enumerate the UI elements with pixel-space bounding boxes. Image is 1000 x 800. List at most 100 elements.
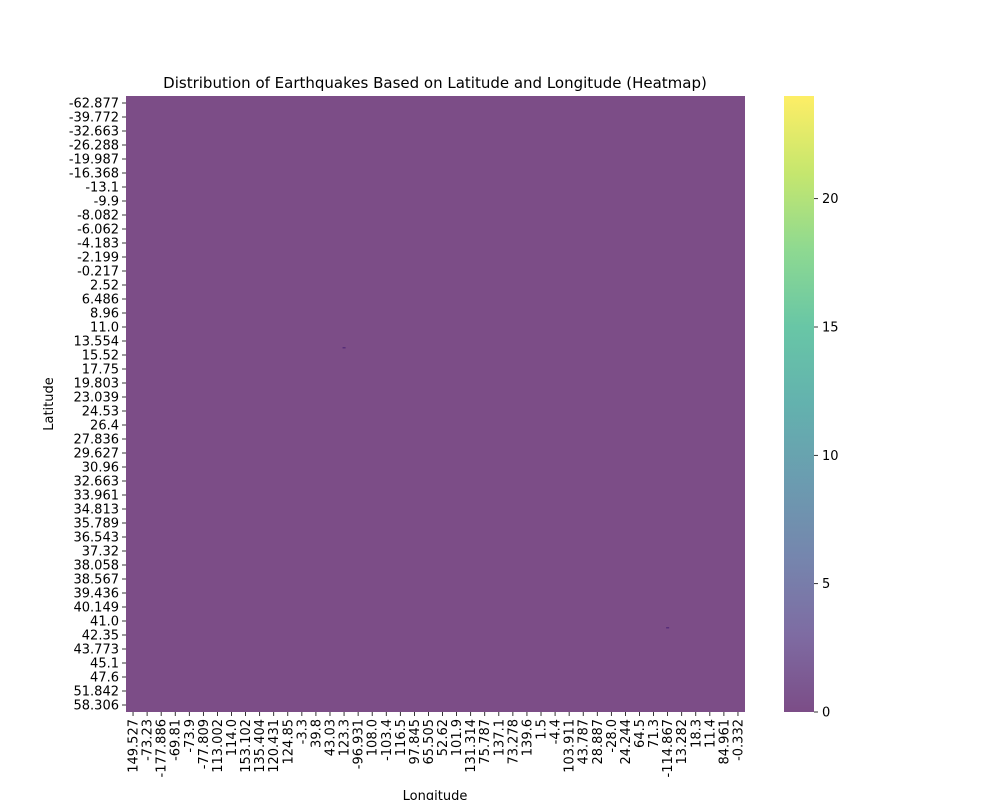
x-axis-label: Longitude — [403, 789, 468, 800]
x-tick-label: 120.431 — [267, 719, 282, 773]
x-tick-label: 73.278 — [506, 719, 521, 765]
y-tick: 24.53 — [82, 405, 126, 420]
x-tick-label: 108.0 — [366, 719, 381, 756]
y-tick-label: 13.554 — [74, 335, 120, 350]
colorbar-tick: 20 — [814, 192, 839, 207]
y-tick: 43.773 — [74, 643, 126, 658]
y-tick: 40.149 — [74, 601, 126, 616]
x-tick: 97.845 — [408, 712, 423, 765]
x-tick: 84.961 — [717, 712, 732, 765]
colorbar-tick: 15 — [814, 321, 839, 336]
x-tick-label: 24.244 — [619, 719, 634, 765]
y-tick: 17.75 — [82, 363, 126, 378]
y-tick-label: 6.486 — [82, 293, 119, 308]
y-tick: 13.554 — [74, 335, 126, 350]
y-tick-label: 43.773 — [74, 643, 120, 658]
x-tick-label: 64.5 — [633, 719, 648, 748]
x-tick-label: -4.4 — [549, 719, 564, 744]
x-tick-label: -73.23 — [141, 719, 156, 761]
x-tick: 131.314 — [464, 712, 479, 773]
y-tick: 8.96 — [90, 307, 126, 322]
colorbar-gradient — [784, 96, 814, 712]
colorbar-tick-label: 5 — [822, 577, 830, 592]
x-tick: -4.4 — [549, 712, 564, 744]
x-tick: 113.002 — [211, 712, 226, 773]
x-tick-label: 1.5 — [535, 719, 550, 740]
x-tick: -3.3 — [295, 712, 310, 744]
y-tick: 30.96 — [82, 461, 126, 476]
y-tick-label: 32.663 — [74, 475, 120, 490]
x-tick: 18.3 — [689, 712, 704, 748]
colorbar-tick-label: 15 — [822, 321, 839, 336]
y-tick-label: -0.217 — [77, 265, 119, 280]
x-tick: 124.85 — [281, 712, 296, 765]
y-tick-label: 51.842 — [74, 685, 120, 700]
colorbar-tick-label: 0 — [822, 706, 830, 721]
y-tick: -19.987 — [69, 153, 126, 168]
y-tick-label: 41.0 — [90, 615, 119, 630]
y-tick-label: 19.803 — [74, 377, 120, 392]
y-tick-label: 30.96 — [82, 461, 119, 476]
x-tick-label: 97.845 — [408, 719, 423, 765]
y-tick-label: 34.813 — [74, 503, 120, 518]
colorbar-tick-label: 10 — [822, 449, 839, 464]
y-tick-label: 37.32 — [82, 545, 119, 560]
x-tick: -73.23 — [141, 712, 156, 761]
x-tick-label: 124.85 — [281, 719, 296, 765]
y-tick-label: 38.567 — [74, 573, 120, 588]
x-tick: 135.404 — [253, 712, 268, 773]
x-tick: 108.0 — [366, 712, 381, 756]
x-tick: -28.0 — [605, 712, 620, 753]
y-tick: 19.803 — [74, 377, 126, 392]
x-tick-label: 153.102 — [239, 719, 254, 773]
y-tick: -8.082 — [77, 209, 126, 224]
x-tick-label: 65.505 — [422, 719, 437, 765]
y-tick-label: -13.1 — [85, 181, 119, 196]
y-tick-label: 39.436 — [74, 587, 120, 602]
y-tick-label: 58.306 — [74, 699, 120, 714]
x-tick-label: 131.314 — [464, 719, 479, 773]
y-tick: 37.32 — [82, 545, 126, 560]
y-tick-label: -62.877 — [69, 97, 119, 112]
x-tick: 139.6 — [520, 712, 535, 756]
y-tick: 58.306 — [74, 699, 126, 714]
y-tick-label: -39.772 — [69, 111, 119, 126]
y-tick: 38.567 — [74, 573, 126, 588]
y-tick-label: 29.627 — [74, 447, 120, 462]
y-tick: 41.0 — [90, 615, 126, 630]
y-tick: 2.52 — [90, 279, 126, 294]
y-tick: 47.6 — [90, 671, 126, 686]
y-tick-label: 47.6 — [90, 671, 119, 686]
y-tick-label: -6.062 — [77, 223, 119, 238]
x-tick: 103.911 — [563, 712, 578, 773]
x-tick: 64.5 — [633, 712, 648, 748]
x-tick-label: 71.3 — [647, 719, 662, 748]
y-tick-label: 23.039 — [74, 391, 120, 406]
x-tick-label: 135.404 — [253, 719, 268, 773]
x-tick-label: 113.002 — [211, 719, 226, 773]
y-tick-label: 26.4 — [90, 419, 119, 434]
x-tick-label: 39.8 — [309, 719, 324, 748]
y-tick-label: 42.35 — [82, 629, 119, 644]
x-tick: -103.4 — [380, 712, 395, 761]
x-tick-label: 123.3 — [338, 719, 353, 756]
x-tick-label: 114.0 — [225, 719, 240, 756]
x-tick: 65.505 — [422, 712, 437, 765]
y-tick: 11.0 — [90, 321, 126, 336]
y-tick: -4.183 — [77, 237, 126, 252]
y-tick: -16.368 — [69, 167, 126, 182]
y-tick: 32.663 — [74, 475, 126, 490]
y-tick: -39.772 — [69, 111, 126, 126]
colorbar-ticks: 0 5 10 15 20 — [814, 192, 839, 721]
y-tick-label: -4.183 — [77, 237, 119, 252]
x-tick: -73.9 — [183, 712, 198, 753]
x-tick-label: -28.0 — [605, 719, 620, 753]
x-tick-label: -69.81 — [169, 719, 184, 761]
x-tick-label: -77.809 — [197, 719, 212, 769]
heatmap-area — [126, 96, 745, 712]
x-tick-label: 84.961 — [717, 719, 732, 765]
colorbar-tick: 5 — [814, 577, 830, 592]
y-tick-label: -9.9 — [94, 195, 119, 210]
x-tick: 149.527 — [127, 712, 142, 773]
y-tick-label: 17.75 — [82, 363, 119, 378]
